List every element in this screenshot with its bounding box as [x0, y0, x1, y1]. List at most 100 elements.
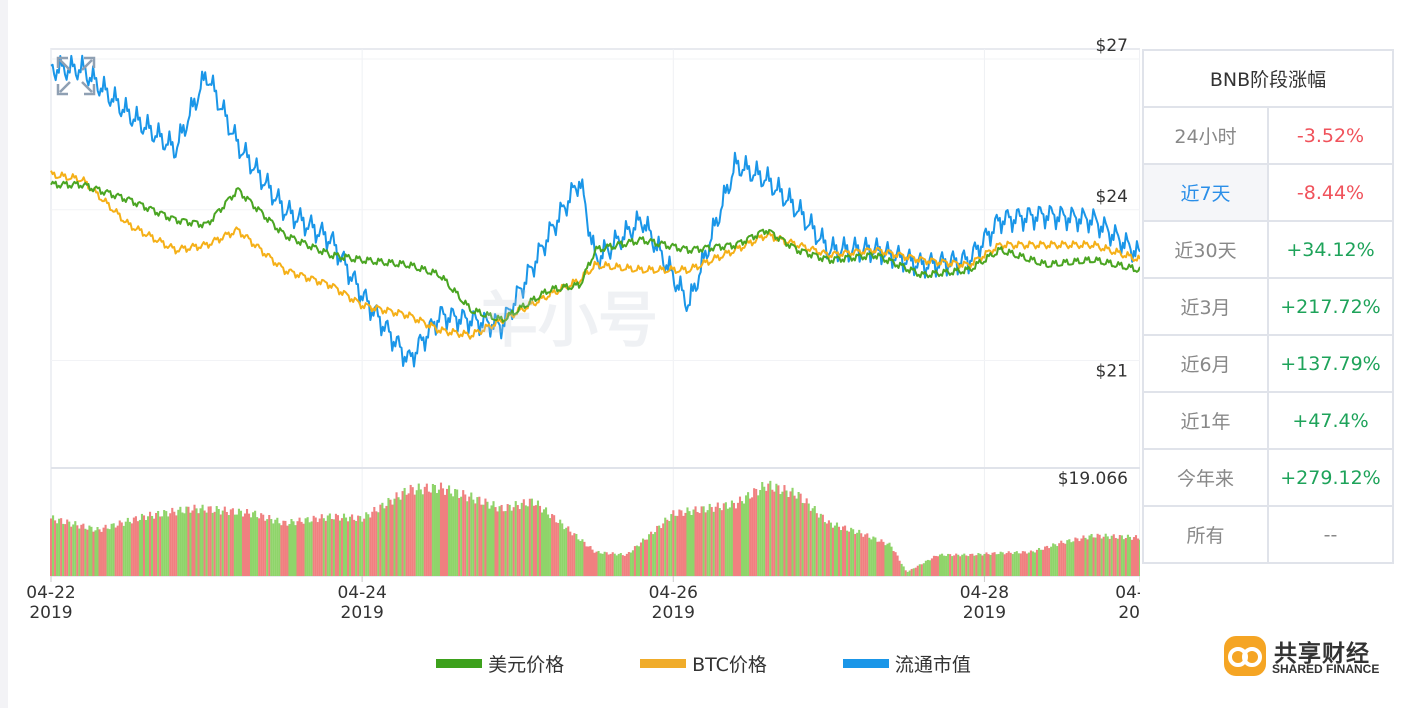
volume-bar — [896, 555, 899, 576]
volume-bar — [579, 540, 582, 576]
volume-bar — [852, 529, 855, 576]
volume-bar — [918, 564, 921, 576]
volume-bar — [821, 514, 824, 576]
volume-bar — [526, 506, 529, 576]
volume-bar — [577, 539, 580, 576]
volume-bar — [205, 512, 208, 576]
volume-bar — [902, 566, 905, 576]
volume-bar — [688, 511, 691, 576]
period-label[interactable]: 近30天 — [1142, 220, 1269, 279]
period-label[interactable]: 近1年 — [1142, 391, 1269, 450]
legend-item[interactable]: BTC价格 — [640, 650, 767, 677]
stats-row[interactable]: 近7天 -8.44% — [1142, 163, 1394, 222]
volume-bar — [241, 516, 245, 576]
volume-bar — [726, 508, 729, 576]
volume-bar — [82, 523, 85, 576]
volume-bar — [1021, 551, 1024, 576]
volume-bar — [660, 528, 663, 576]
volume-bar — [761, 482, 764, 576]
volume-bar — [488, 508, 491, 576]
volume-bar — [555, 522, 558, 576]
period-label[interactable]: 近6月 — [1142, 334, 1269, 393]
volume-bar — [197, 513, 200, 576]
volume-bar — [702, 506, 705, 576]
volume-bar — [294, 525, 297, 576]
volume-bar — [221, 510, 224, 576]
price-axis-labels: $27 $24 $21 $19.066 — [1058, 36, 1128, 489]
volume-bar — [155, 512, 158, 576]
volume-bar — [462, 490, 465, 576]
volume-bar — [100, 531, 103, 576]
period-change: +217.72% — [1267, 277, 1394, 336]
period-label[interactable]: 近7天 — [1142, 163, 1269, 222]
volume-bar — [443, 494, 447, 576]
expand-icon[interactable] — [56, 56, 96, 96]
volume-bar — [530, 498, 533, 576]
stats-row[interactable]: 近6月 +137.79% — [1142, 334, 1394, 393]
volume-bar — [231, 508, 234, 576]
volume-bar — [991, 552, 994, 576]
stats-row[interactable]: 近30天 +34.12% — [1142, 220, 1394, 279]
volume-bar — [882, 541, 885, 576]
volume-bar — [817, 517, 820, 576]
volume-bar — [167, 516, 170, 576]
legend-item[interactable]: 流通市值 — [842, 650, 971, 677]
volume-bar — [312, 515, 315, 576]
volume-bar — [316, 522, 319, 576]
volume-bar — [819, 513, 822, 576]
period-change: +47.4% — [1267, 391, 1394, 450]
volume-bar — [795, 498, 798, 576]
volume-bar — [405, 494, 408, 576]
stats-row[interactable]: 近3月 +217.72% — [1142, 277, 1394, 336]
volume-bar — [401, 491, 404, 576]
volume-bar — [328, 513, 331, 576]
volume-bar — [397, 497, 400, 576]
volume-bar — [441, 488, 445, 576]
volume-bar — [854, 533, 857, 576]
volume-bar — [272, 523, 275, 576]
volume-bar — [763, 486, 766, 576]
volume-bar — [130, 523, 133, 576]
year-tick-label: 2019 — [652, 603, 695, 623]
volume-bar — [1110, 535, 1113, 576]
volume-bar — [1062, 542, 1065, 576]
volume-bar — [1104, 533, 1107, 576]
volume-bar — [957, 554, 960, 576]
brand-subtitle: SHARED FINANCE — [1272, 662, 1380, 676]
volume-bar — [924, 560, 927, 576]
volume-bar — [1126, 534, 1129, 576]
stats-row[interactable]: 今年来 +279.12% — [1142, 448, 1394, 507]
volume-bar — [429, 492, 432, 576]
period-label[interactable]: 24小时 — [1142, 106, 1269, 165]
volume-bar — [601, 553, 604, 576]
volume-bar — [967, 556, 970, 576]
legend-item[interactable]: 美元价格 — [436, 650, 564, 677]
volume-bar — [593, 552, 596, 576]
volume-bar — [831, 527, 834, 576]
volume-bar — [437, 489, 441, 576]
stats-row[interactable]: 24小时 -3.52% — [1142, 106, 1394, 165]
period-label[interactable]: 今年来 — [1142, 448, 1269, 507]
volume-bar — [1078, 541, 1081, 576]
volume-bar — [516, 505, 519, 576]
volume-bar — [179, 506, 182, 576]
volume-bar — [641, 538, 645, 576]
period-change: -- — [1267, 505, 1394, 564]
volume-bar — [621, 555, 624, 576]
period-label[interactable]: 近3月 — [1142, 277, 1269, 336]
stats-row[interactable]: 所有 -- — [1142, 505, 1394, 564]
period-label[interactable]: 所有 — [1142, 505, 1269, 564]
stats-row[interactable]: 近1年 +47.4% — [1142, 391, 1394, 450]
volume-bar — [908, 570, 911, 576]
volume-bar — [698, 513, 701, 576]
volume-bar — [561, 523, 564, 576]
volume-bar — [736, 502, 740, 576]
period-change: -8.44% — [1267, 163, 1394, 222]
volume-bar — [98, 529, 101, 576]
brand-logo: 共享财经 SHARED FINANCE — [1222, 632, 1397, 682]
volume-bar — [1027, 552, 1030, 576]
volume-bar — [132, 517, 135, 576]
volume-bar — [262, 514, 265, 576]
volume-bar — [961, 554, 964, 576]
volume-bar — [874, 537, 877, 576]
